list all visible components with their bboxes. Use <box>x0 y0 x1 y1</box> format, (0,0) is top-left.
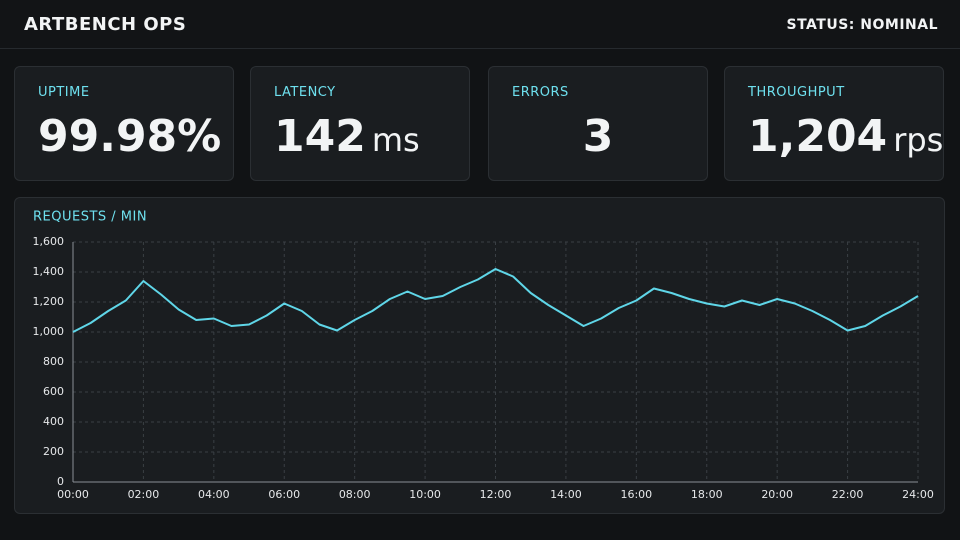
y-tick-label: 1,400 <box>33 265 65 278</box>
x-tick-label: 02:00 <box>128 488 160 501</box>
app-title: ARTBENCH OPS <box>24 14 187 35</box>
data-line <box>72 268 919 333</box>
y-tick-label: 800 <box>43 355 64 368</box>
x-tick-label: 24:00 <box>902 488 934 501</box>
status: STATUS: NOMINAL <box>786 17 938 33</box>
kpi-value: 99.98% <box>38 111 221 162</box>
kpi-number: 142 <box>274 111 366 162</box>
y-tick-label: 0 <box>57 475 64 488</box>
x-tick-label: 08:00 <box>339 488 371 501</box>
kpi-card: UPTIME 99.98% <box>14 66 234 181</box>
y-tick-label: 1,200 <box>33 295 65 308</box>
x-tick-label: 04:00 <box>198 488 230 501</box>
y-tick-label: 400 <box>43 415 64 428</box>
kpi-number: 1,204 <box>748 111 888 162</box>
kpi-unit: rps <box>893 121 944 159</box>
kpi-label: THROUGHPUT <box>748 85 845 100</box>
x-tick-label: 20:00 <box>761 488 793 501</box>
kpi-card: ERRORS 3 <box>488 66 708 181</box>
x-tick-label: 06:00 <box>268 488 300 501</box>
kpi-unit: ms <box>371 121 420 159</box>
chart-panel <box>14 197 945 514</box>
chart-title: REQUESTS / MIN <box>33 210 147 225</box>
kpi-card: THROUGHPUT 1,204 rps <box>724 66 944 181</box>
kpi-number: 99.98% <box>38 111 222 162</box>
kpi-label: ERRORS <box>512 85 569 100</box>
x-tick-label: 22:00 <box>832 488 864 501</box>
x-tick-label: 14:00 <box>550 488 582 501</box>
y-tick-label: 600 <box>43 385 64 398</box>
kpi-number: 3 <box>582 111 614 162</box>
x-tick-label: 18:00 <box>691 488 723 501</box>
x-tick-label: 10:00 <box>409 488 441 501</box>
y-tick-label: 200 <box>43 445 64 458</box>
kpi-label: UPTIME <box>38 85 90 100</box>
y-tick-label: 1,600 <box>33 235 65 248</box>
x-tick-label: 16:00 <box>620 488 652 501</box>
x-tick-label: 00:00 <box>57 488 89 501</box>
kpi-label: LATENCY <box>274 85 336 100</box>
x-tick-label: 12:00 <box>480 488 512 501</box>
kpi-card: LATENCY 142 ms <box>250 66 470 181</box>
kpi-value: 3 <box>489 111 707 162</box>
kpi-value: 142 ms <box>274 111 420 162</box>
kpi-value: 1,204 rps <box>748 111 943 162</box>
y-tick-label: 1,000 <box>33 325 65 338</box>
header: ARTBENCH OPS STATUS: NOMINAL <box>0 0 960 49</box>
